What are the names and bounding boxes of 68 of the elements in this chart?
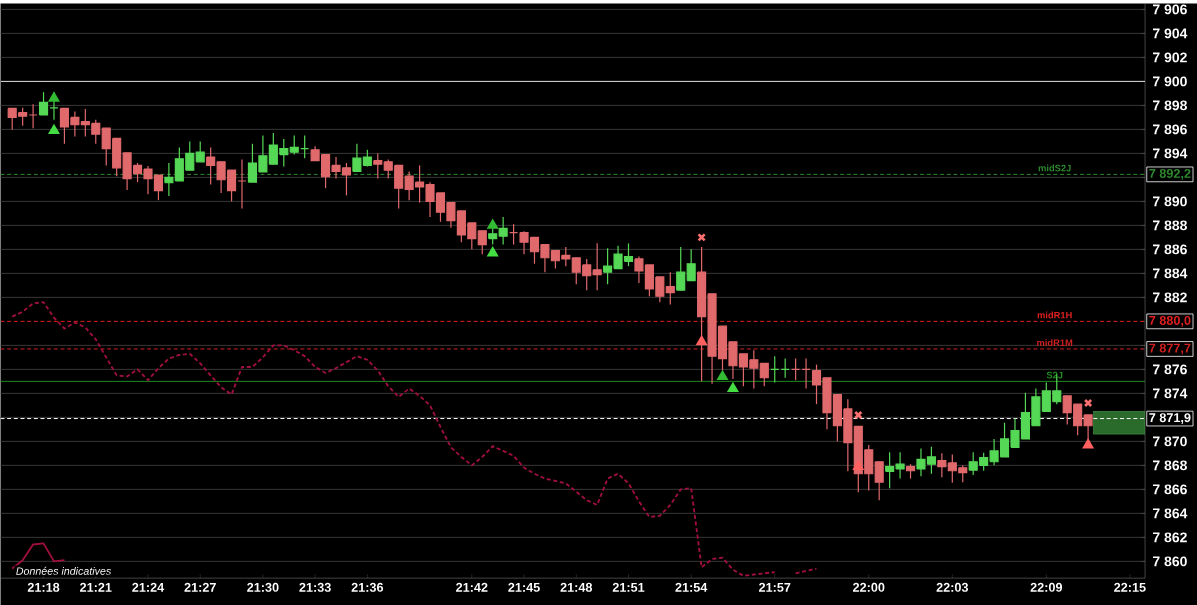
candlestick (195, 140, 205, 163)
candlestick (289, 134, 299, 156)
y-tick-label: 7 882 (1153, 292, 1187, 303)
x-tick-label: 21:51 (612, 582, 645, 592)
point (48, 124, 60, 134)
ref-line-label: midR1H (1037, 311, 1072, 319)
y-tick-label: 7 904 (1153, 28, 1188, 39)
y-tick-label: 7 896 (1153, 124, 1187, 135)
candlestick (498, 216, 508, 246)
candlestick (759, 362, 769, 387)
x-tick-label: 21:54 (675, 582, 708, 592)
y-tick-label: 7 866 (1153, 484, 1187, 495)
x-tick-label: 21:57 (758, 582, 791, 592)
candlestick (686, 248, 696, 282)
candlestick (373, 152, 383, 180)
x-tick-label: 21:27 (184, 582, 216, 592)
x-tick-label: 22:03 (936, 582, 969, 592)
y-tick-label: 7 890 (1153, 196, 1187, 207)
y-tick-label: 7 886 (1153, 244, 1187, 255)
point (727, 382, 738, 392)
x-tick-label: 21:33 (299, 582, 331, 592)
point (48, 92, 60, 102)
x-tick-label: 21:45 (508, 582, 540, 592)
y-tick-label: 7 862 (1153, 532, 1187, 543)
y-tick-label: 7 884 (1153, 268, 1188, 279)
point (487, 219, 498, 229)
candlestick (676, 246, 686, 291)
x-tick-label: 21:18 (27, 582, 60, 592)
y-tick-label: 7 888 (1153, 220, 1187, 231)
y-tick-label: 7 860 (1153, 556, 1187, 567)
x-tick-label: 22:00 (852, 582, 885, 592)
x-tick-label: 21:42 (456, 582, 488, 592)
point (717, 370, 728, 380)
y-tick-label: 7 880,0 (1149, 315, 1191, 327)
candlestick (477, 230, 487, 255)
candlestick (874, 461, 884, 501)
ref-line-label: midR1M (1037, 339, 1073, 346)
point (487, 247, 498, 257)
annotation: Données indicatives (16, 566, 112, 575)
point (1083, 439, 1094, 449)
y-tick-label: 7 894 (1153, 148, 1188, 159)
point (853, 460, 864, 470)
y-tick-label: 7 898 (1153, 100, 1187, 111)
y-tick-label: 7 864 (1153, 508, 1188, 519)
x-tick-label: 21:21 (80, 582, 112, 592)
ref-line-label: midS2J (1038, 164, 1071, 172)
y-tick-label: 7 900 (1153, 76, 1187, 87)
x-tick-label: 22:09 (1030, 582, 1063, 592)
y-tick-label: 7 876 (1153, 364, 1187, 375)
x-tick-label: 22:15 (1114, 582, 1146, 592)
x-tick-label: 21:30 (247, 582, 279, 592)
y-tick-label: 7 870 (1153, 436, 1187, 447)
y-tick-label: 7 877,7 (1149, 343, 1191, 355)
candlestick (665, 271, 675, 306)
y-tick-label: 7 868 (1153, 460, 1187, 471)
x-tick-label: 21:24 (132, 582, 165, 592)
y-tick-label: 7 906 (1153, 4, 1187, 15)
x-tick-label: 21:36 (351, 582, 384, 592)
ref-line-label: S2J (1046, 371, 1063, 379)
point (696, 336, 707, 346)
x-tick-label: 21:48 (560, 582, 593, 592)
y-tick-label: 7 902 (1153, 52, 1187, 63)
candlestick (592, 242, 602, 291)
candlestick (38, 91, 49, 116)
candlestick (937, 452, 947, 478)
y-tick-label: 7 874 (1153, 388, 1188, 399)
y-tick-label: 7 892,2 (1149, 168, 1191, 180)
y-tick-label: 7 871,9 (1149, 413, 1191, 424)
